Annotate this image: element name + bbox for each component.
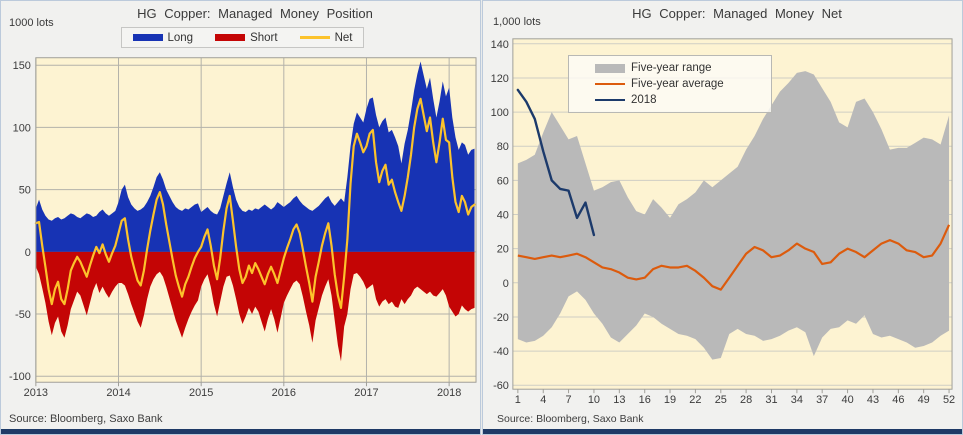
x-tick-label: 19 — [664, 394, 676, 406]
x-tick-label: 34 — [791, 394, 803, 406]
legend-left: Long Short Net — [121, 27, 364, 48]
x-tick-label: 49 — [918, 394, 930, 406]
legend-label-range: Five-year range — [631, 62, 712, 74]
y-tick-label: -60 — [493, 380, 509, 392]
chart-title-right: HG Copper: Managed Money Net — [632, 6, 842, 21]
plot-frame — [512, 38, 953, 390]
y-tick-label: 20 — [497, 244, 509, 256]
legend-right: Five-year range Five-year average 2018 — [568, 55, 772, 113]
x-tick-label: 10 — [588, 394, 600, 406]
x-tick-label: 13 — [613, 394, 625, 406]
net-swatch — [299, 36, 330, 39]
y-tick-label: 40 — [497, 209, 509, 221]
legend-item-average: Five-year average — [595, 78, 763, 90]
y-tick-label: 80 — [497, 141, 509, 153]
x-tick-label: 25 — [715, 394, 727, 406]
plot-frame — [35, 57, 477, 383]
x-tick-label: 2018 — [437, 387, 461, 399]
legend-item-short: Short — [215, 32, 278, 44]
legend-label-net: Net — [334, 31, 353, 44]
y-tick-label: 100 — [491, 107, 509, 119]
panel-managed-money-net: 1 4 7 10 13 16 19 22 25 28 31 34 37 40 43 46 49 52 140 120 1… — [482, 0, 963, 435]
x-tick-label: 4 — [540, 394, 546, 406]
legend-label-long: Long — [167, 31, 194, 44]
source-label-left: Source: Bloomberg, Saxo Bank — [9, 413, 163, 425]
y-tick-label: 100 — [13, 122, 31, 134]
source-label-right: Source: Bloomberg, Saxo Bank — [497, 413, 644, 425]
bottom-accent-bar-left — [1, 429, 480, 434]
legend-label-short: Short — [250, 31, 278, 44]
five-year-range-band — [517, 71, 950, 360]
units-label-right: 1,000 lots — [493, 16, 541, 28]
x-tick-label: 2017 — [354, 387, 378, 399]
x-tick-label: 43 — [867, 394, 879, 406]
bottom-accent-bar-right — [483, 429, 962, 434]
x-tick-label: 28 — [740, 394, 752, 406]
y-tick-label: 0 — [503, 278, 509, 290]
x-tick-label: 52 — [943, 394, 955, 406]
units-label-left: 1000 lots — [9, 17, 54, 29]
short-swatch — [215, 34, 246, 41]
x-tick-label: 2013 — [24, 387, 48, 399]
range-swatch — [595, 63, 625, 73]
long-area — [35, 61, 475, 252]
y-tick-label: -20 — [493, 312, 509, 324]
x-tick-label: 40 — [841, 394, 853, 406]
x-tick-label: 46 — [892, 394, 904, 406]
x-tick-label: 22 — [689, 394, 701, 406]
legend-label-average: Five-year average — [631, 78, 724, 90]
year-2018-swatch — [595, 98, 625, 102]
x-tick-label: 37 — [816, 394, 828, 406]
y-tick-label: 60 — [497, 175, 509, 187]
legend-item-range: Five-year range — [595, 62, 763, 74]
x-tick-label: 1 — [515, 394, 521, 406]
x-tick-label: 2014 — [106, 387, 130, 399]
y-tick-label: -50 — [15, 309, 31, 321]
legend-item-long: Long — [132, 31, 194, 44]
legend-item-net: Net — [299, 31, 353, 44]
y-tick-label: 50 — [19, 185, 31, 197]
position-chart-canvas: 2013 2014 2015 2016 2017 2018 150 100 50 0 -50 -100 — [9, 57, 477, 399]
long-swatch — [132, 34, 163, 41]
y-tick-label: -40 — [493, 346, 509, 358]
net-line — [34, 97, 476, 309]
x-tick-label: 31 — [765, 394, 777, 406]
panel-managed-money-position: 2013 2014 2015 2016 2017 2018 150 100 50 0 -50 -100… — [0, 0, 481, 435]
x-tick-label: 2015 — [189, 387, 213, 399]
x-tick-label: 7 — [565, 394, 571, 406]
chart-title-left: HG Copper: Managed Money Position — [137, 6, 373, 21]
x-tick-label: 16 — [639, 394, 651, 406]
five-year-average-line — [517, 224, 951, 291]
x-tick-label: 2016 — [272, 387, 296, 399]
y-tick-label: 150 — [13, 60, 31, 72]
average-swatch — [595, 82, 625, 86]
y-tick-label: 120 — [491, 73, 509, 85]
legend-label-2018: 2018 — [631, 94, 657, 106]
y-tick-label: 140 — [491, 39, 509, 51]
year-2018-line — [516, 88, 596, 237]
short-area — [35, 251, 475, 362]
y-tick-label: 0 — [25, 247, 31, 259]
legend-item-2018: 2018 — [595, 94, 763, 106]
y-tick-label: -100 — [9, 371, 31, 383]
